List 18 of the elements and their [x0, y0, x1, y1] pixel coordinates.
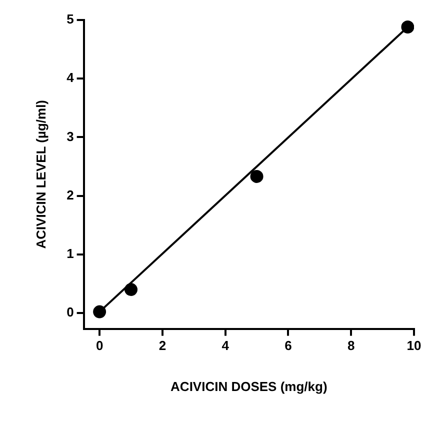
- point: [93, 305, 106, 318]
- x-axis-title: ACIVICIN DOSES (mg/kg): [170, 378, 328, 394]
- x-tick-label: 2: [158, 338, 166, 354]
- y-tick-label: 5: [66, 12, 74, 27]
- x-tick-label: 6: [284, 338, 292, 354]
- y-tick-label: 4: [66, 70, 75, 86]
- point: [250, 170, 264, 183]
- y-axis-title: ACIVICIN LEVEL (µg/ml): [33, 100, 48, 249]
- point: [401, 20, 414, 34]
- x-tick-label: 10: [406, 338, 422, 354]
- point: [124, 283, 138, 296]
- y-tick-label: 2: [66, 187, 74, 202]
- y-tick-label: 1: [66, 246, 74, 261]
- y-tick-label: 3: [66, 128, 74, 144]
- x-tick-label: 0: [96, 338, 104, 354]
- y-tick-label: 0: [66, 304, 74, 320]
- x-tick-label: 8: [347, 338, 355, 354]
- x-tick-label: 4: [222, 338, 230, 354]
